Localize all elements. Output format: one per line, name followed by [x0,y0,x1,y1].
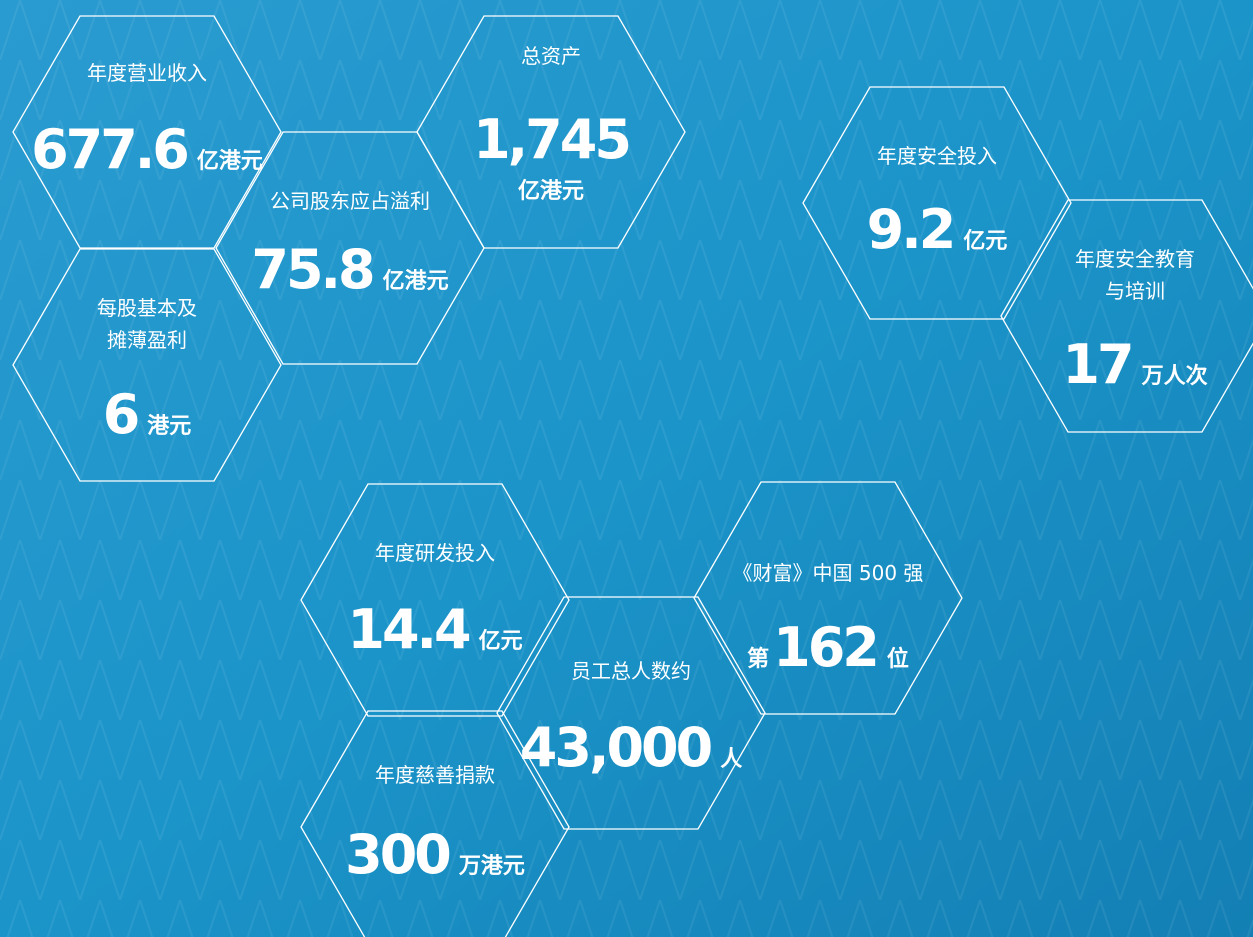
value-unit: 亿元 [479,629,523,654]
hex-value: 1,745 [473,108,629,171]
hex-label: 年度安全投入 [877,144,997,168]
value-number: 1,745 [473,108,629,171]
hex-label: 年度研发投入 [375,541,495,565]
hex-label: 与培训 [1105,279,1165,303]
value-number: 75.8 [251,238,373,301]
hex-unit: 亿港元 [518,179,584,204]
value-prefix: 第 [747,646,769,672]
hex-label: 年度慈善捐款 [375,763,495,787]
value-unit: 港元 [147,414,191,439]
value-unit: 亿港元 [383,269,449,294]
value-number: 677.6 [31,118,187,181]
value-unit: 亿元 [963,229,1007,254]
hex-label: 总资产 [521,44,581,68]
hex-label: 公司股东应占溢利 [270,189,430,213]
value-unit: 万港元 [458,854,525,879]
hex-label: 《财富》中国 500 强 [733,561,924,585]
value-unit: 万人次 [1141,363,1208,389]
value-unit: 位 [887,646,909,672]
value-number: 6 [103,383,138,446]
value-unit: 亿港元 [197,149,263,174]
hex-label: 摊薄盈利 [107,328,187,352]
hex-value: 43,000 人 [520,716,742,779]
infographic: 年度营业收入677.6亿港元总资产1,745亿港元公司股东应占溢利75.8亿港元… [0,0,1253,937]
value-unit: 人 [720,747,742,772]
value-number: 17 [1062,333,1131,396]
hex-label: 年度安全教育 [1075,247,1195,271]
value-number: 300 [345,823,449,886]
hex-label: 员工总人数约 [571,659,691,683]
value-number: 14.4 [347,598,470,661]
hex-label: 年度营业收入 [87,61,207,85]
value-number: 9.2 [867,198,954,261]
value-number: 162 [773,616,877,679]
page: 年度营业收入677.6亿港元总资产1,745亿港元公司股东应占溢利75.8亿港元… [0,0,1253,937]
value-number: 43,000 [520,716,711,779]
hex-label: 每股基本及 [97,296,197,320]
